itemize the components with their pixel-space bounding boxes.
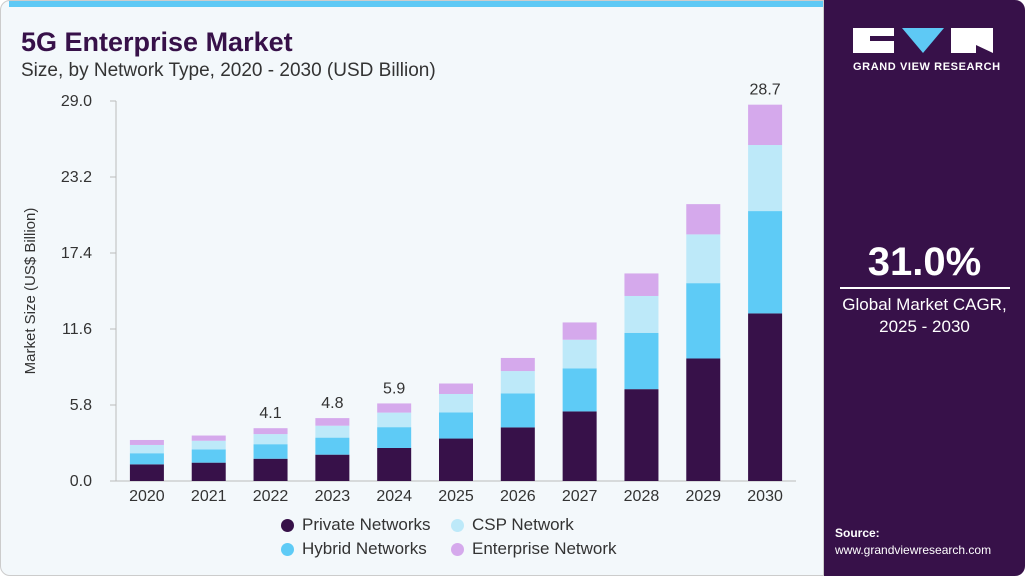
x-tick-label: 2026 xyxy=(500,488,536,505)
legend-item-csp: CSP Network xyxy=(451,515,641,535)
chart-panel: 5G Enterprise Market Size, by Network Ty… xyxy=(0,0,824,576)
legend-item-private: Private Networks xyxy=(281,515,451,535)
legend-swatch xyxy=(281,518,294,532)
x-tick-label: 2021 xyxy=(191,488,227,505)
bar-segment-private-2028 xyxy=(624,389,659,481)
bar-segment-enterprise-2030 xyxy=(748,104,783,146)
divider xyxy=(840,287,1010,289)
bar-segment-enterprise-2022 xyxy=(253,428,288,435)
cagr-label-line2: 2025 - 2030 xyxy=(879,317,970,336)
bar-segment-private-2024 xyxy=(377,447,412,481)
bar-segment-hybrid-2022 xyxy=(253,444,288,459)
legend-swatch xyxy=(451,518,464,532)
bar-segment-enterprise-2028 xyxy=(624,273,659,296)
x-tick-label: 2022 xyxy=(253,488,289,505)
bar-segment-hybrid-2025 xyxy=(439,412,473,439)
x-tick-label: 2024 xyxy=(376,488,412,505)
source-label: Source: xyxy=(835,526,880,540)
x-tick-label: 2023 xyxy=(315,488,351,505)
bar-segment-csp-2029 xyxy=(686,234,721,284)
x-tick-label: 2030 xyxy=(747,488,783,505)
bar-segment-enterprise-2029 xyxy=(686,204,721,235)
bar-segment-private-2025 xyxy=(439,438,473,481)
data-label: 4.8 xyxy=(321,395,343,412)
bar-segment-enterprise-2024 xyxy=(377,403,412,413)
bar-segment-enterprise-2020 xyxy=(129,439,164,445)
bar-segment-csp-2026 xyxy=(500,371,535,394)
legend-swatch xyxy=(451,542,464,556)
data-label: 4.1 xyxy=(259,405,281,422)
bar-segment-enterprise-2027 xyxy=(562,322,597,340)
cagr-label-line1: Global Market CAGR, xyxy=(842,295,1007,314)
bar-segment-hybrid-2020 xyxy=(129,453,164,465)
bar-segment-private-2022 xyxy=(253,458,288,481)
y-tick-label: 17.4 xyxy=(61,245,92,262)
source-url[interactable]: www.grandviewresearch.com xyxy=(835,543,992,557)
bar-segment-hybrid-2029 xyxy=(686,283,721,359)
legend-item-enterprise: Enterprise Network xyxy=(451,539,641,559)
x-tick-label: 2027 xyxy=(562,488,598,505)
bar-segment-csp-2024 xyxy=(377,412,412,428)
bar-segment-hybrid-2027 xyxy=(562,368,597,412)
legend-label: CSP Network xyxy=(472,515,574,534)
side-panel: GRAND VIEW RESEARCH 31.0% Global Market … xyxy=(824,0,1025,576)
x-tick-label: 2025 xyxy=(438,488,474,505)
bar-segment-enterprise-2025 xyxy=(439,383,473,394)
bar-segment-private-2021 xyxy=(191,462,226,481)
bar-segment-hybrid-2030 xyxy=(748,211,783,314)
bar-segment-hybrid-2023 xyxy=(315,437,350,455)
bar-segment-enterprise-2021 xyxy=(191,435,226,441)
bar-segment-hybrid-2028 xyxy=(624,332,659,390)
bar-chart: 0.0 5.8 11.6 17.4 23.2 29.0 Market Size (US$ B… xyxy=(22,82,796,505)
bar-segment-csp-2022 xyxy=(253,434,288,445)
cagr-label: Global Market CAGR, 2025 - 2030 xyxy=(824,294,1025,338)
y-axis-label: Market Size (US$ Billion) xyxy=(22,208,39,375)
bar-segment-csp-2027 xyxy=(562,339,597,369)
bar-segment-csp-2025 xyxy=(439,393,473,413)
legend-label: Private Networks xyxy=(302,515,431,534)
logo-text: GRAND VIEW RESEARCH xyxy=(853,61,1001,73)
legend-item-hybrid: Hybrid Networks xyxy=(281,539,451,559)
x-tick-label: 2028 xyxy=(624,488,660,505)
y-tick-label: 5.8 xyxy=(70,397,92,414)
x-tick-label: 2020 xyxy=(129,488,165,505)
bar-segment-csp-2030 xyxy=(748,145,783,212)
bar-segment-enterprise-2023 xyxy=(315,418,350,426)
chart-title: 5G Enterprise Market xyxy=(21,27,293,57)
bar-segment-private-2020 xyxy=(129,464,164,481)
bar-segment-private-2027 xyxy=(562,411,597,481)
chart-subtitle: Size, by Network Type, 2020 - 2030 (USD … xyxy=(21,60,436,81)
data-label: 5.9 xyxy=(383,380,405,397)
y-tick-label: 23.2 xyxy=(61,169,92,186)
bar-segment-enterprise-2026 xyxy=(500,357,535,372)
legend-label: Hybrid Networks xyxy=(302,539,427,558)
legend-label: Enterprise Network xyxy=(472,539,617,558)
bar-segment-private-2023 xyxy=(315,454,350,481)
bar-segment-hybrid-2026 xyxy=(500,393,535,428)
y-tick-label: 0.0 xyxy=(70,473,92,490)
accent-bar xyxy=(9,1,823,7)
bar-segment-csp-2020 xyxy=(129,444,164,454)
bar-segment-private-2026 xyxy=(500,427,535,481)
bar-segment-csp-2028 xyxy=(624,295,659,333)
legend-swatch xyxy=(281,542,294,556)
y-tick-label: 11.6 xyxy=(62,321,92,338)
x-tick-label: 2029 xyxy=(685,488,721,505)
bar-segment-hybrid-2024 xyxy=(377,427,412,448)
bar-segment-private-2030 xyxy=(748,313,783,481)
data-label: 28.7 xyxy=(750,82,781,99)
bar-segment-csp-2021 xyxy=(191,440,226,450)
bar-segment-hybrid-2021 xyxy=(191,449,226,463)
bar-segment-csp-2023 xyxy=(315,425,350,438)
cagr-value: 31.0% xyxy=(867,240,982,284)
legend: Private Networks CSP Network Hybrid Netw… xyxy=(281,515,641,559)
bar-segment-private-2029 xyxy=(686,358,721,481)
gvr-logo-icon xyxy=(853,28,993,53)
y-tick-label: 29.0 xyxy=(61,93,92,110)
